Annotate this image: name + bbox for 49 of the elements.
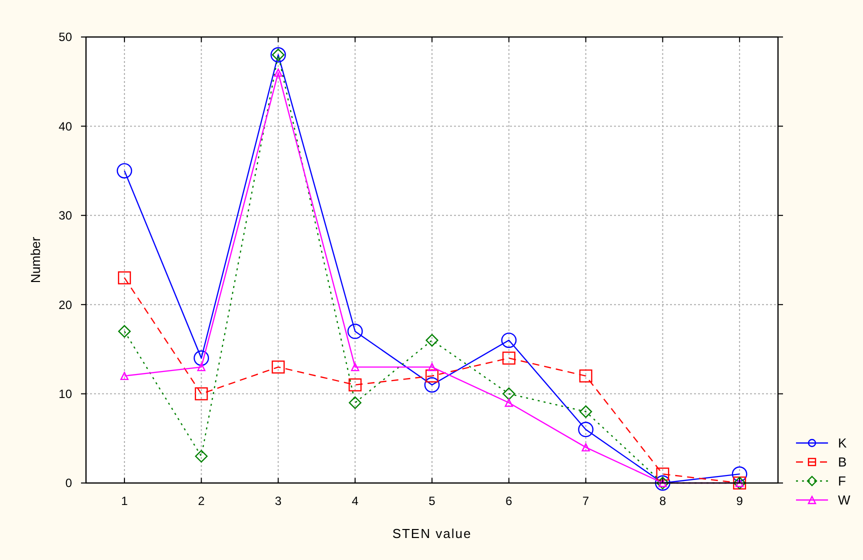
point: [351, 362, 360, 372]
point: [120, 372, 129, 380]
point: [579, 369, 592, 382]
point: [579, 405, 592, 418]
y-tick-label: 0: [65, 476, 72, 490]
x-tick-label: 5: [428, 494, 436, 508]
x-tick-label: 8: [659, 494, 666, 508]
y-axis-title: Number: [28, 236, 43, 284]
point: [194, 350, 210, 366]
x-tick-label: 4: [352, 494, 359, 508]
y-tick-label: 20: [58, 298, 72, 312]
legend-label: F: [838, 474, 846, 489]
x-tick-label: 7: [582, 494, 590, 508]
x-tick-label: 1: [121, 494, 128, 508]
point: [118, 271, 131, 284]
point: [504, 398, 513, 407]
point: [428, 362, 436, 372]
legend-label: W: [838, 492, 851, 508]
point: [195, 450, 208, 463]
x-tick-label: 9: [736, 494, 744, 508]
y-tick-label: 30: [58, 208, 72, 223]
point: [118, 325, 131, 338]
legend-label: K: [838, 436, 847, 451]
point: [348, 396, 362, 410]
x-tick-label: 2: [198, 494, 205, 508]
point: [502, 352, 516, 365]
point: [656, 468, 670, 481]
x-tick-label: 6: [506, 494, 513, 508]
point: [272, 360, 285, 374]
point: [194, 387, 208, 400]
point: [426, 369, 438, 382]
point: [197, 362, 206, 372]
point: [578, 422, 594, 438]
point: [582, 443, 590, 452]
legend-label: B: [838, 454, 847, 470]
point: [274, 68, 282, 77]
point: [501, 332, 517, 348]
point: [348, 378, 362, 392]
point: [426, 334, 438, 347]
point: [116, 163, 132, 178]
x-tick-label: 3: [274, 494, 282, 508]
point: [502, 388, 516, 400]
y-tick-label: 10: [58, 387, 72, 401]
y-tick-label: 40: [58, 119, 72, 134]
x-axis-title: STEN value: [392, 526, 472, 541]
point: [347, 324, 363, 340]
point: [424, 377, 440, 393]
y-tick-label: 50: [58, 30, 72, 44]
point: [732, 466, 748, 482]
